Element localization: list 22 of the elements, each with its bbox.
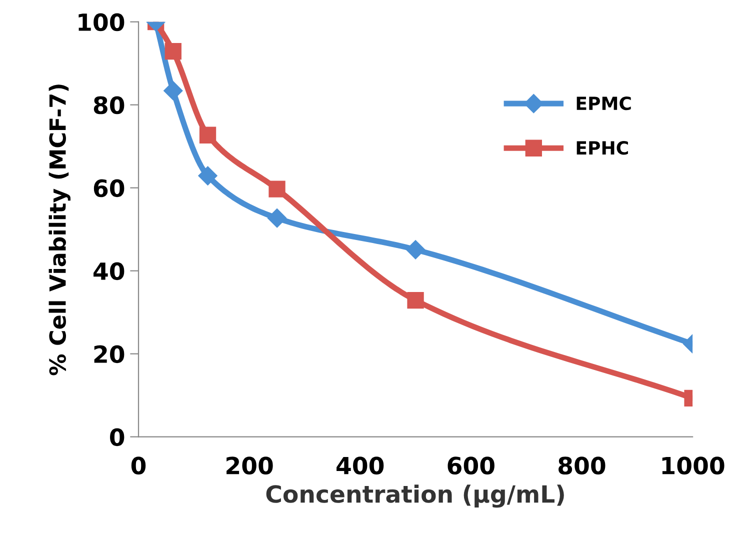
x-tick-label: 600 <box>448 456 494 475</box>
y-axis-title: % Cell Viability (MCF-7) <box>48 84 70 376</box>
x-tick-label: 800 <box>558 456 606 475</box>
x-axis-title: Concentration (μg/mL) <box>266 484 564 508</box>
y-tick-label: 40 <box>94 262 124 280</box>
point <box>164 42 182 60</box>
point <box>267 208 287 228</box>
point <box>164 81 183 100</box>
legend-label: EPMC <box>576 96 631 110</box>
y-tick-label: 60 <box>94 179 124 198</box>
y-tick-label: 20 <box>94 345 124 364</box>
point <box>268 180 286 198</box>
x-tick-label: 0 <box>131 456 146 475</box>
legend-label: EPHC <box>576 141 628 155</box>
y-tick-label: 80 <box>94 96 124 114</box>
x-tick-label: 200 <box>226 456 273 475</box>
point <box>199 126 216 144</box>
point <box>198 166 218 186</box>
x-tick-label: 400 <box>336 456 384 475</box>
y-tick-label: 100 <box>78 13 124 32</box>
y-tick-label: 0 <box>110 428 124 446</box>
x-tick-label: 1000 <box>662 456 724 475</box>
